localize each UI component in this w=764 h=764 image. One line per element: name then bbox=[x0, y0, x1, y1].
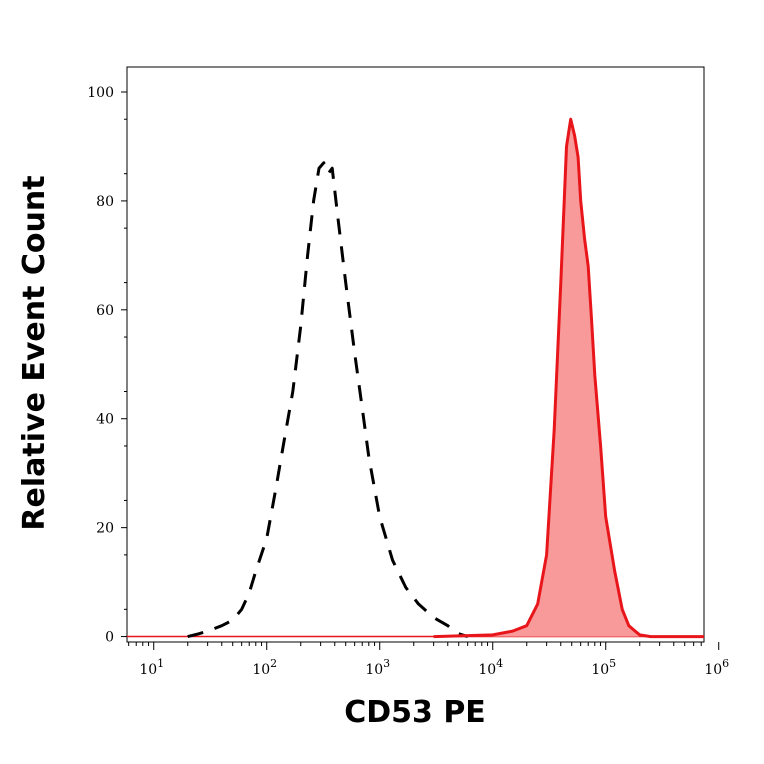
series-layer bbox=[127, 117, 704, 639]
x-tick-label-3: 104 bbox=[478, 657, 503, 678]
series-1-line bbox=[433, 117, 704, 639]
plot-frame bbox=[126, 66, 705, 643]
x-tick-label-1: 102 bbox=[252, 657, 277, 678]
x-tick-label-4: 105 bbox=[591, 657, 616, 678]
y-tick-label-3: 60 bbox=[96, 303, 114, 319]
series-0-line bbox=[187, 161, 469, 639]
plot-area: 0 20 40 60 80 100 101 102 103 104 105 106 bbox=[87, 66, 729, 678]
x-tick-label-0: 101 bbox=[139, 657, 164, 678]
y-tick-label-2: 40 bbox=[96, 412, 114, 428]
y-axis-title: Relative Event Count bbox=[17, 175, 52, 530]
series-1-fill bbox=[433, 119, 704, 637]
y-tick-label-0: 0 bbox=[105, 630, 114, 646]
y-tick-label-5: 100 bbox=[87, 85, 114, 101]
y-tick-label-4: 80 bbox=[96, 194, 114, 210]
x-tick-label-2: 103 bbox=[365, 657, 390, 678]
ticks-layer: 0 20 40 60 80 100 101 102 103 104 105 106 bbox=[87, 85, 729, 678]
x-axis-title: CD53 PE bbox=[344, 695, 486, 730]
x-tick-label-5: 106 bbox=[704, 657, 729, 678]
y-tick-label-1: 20 bbox=[96, 521, 114, 537]
